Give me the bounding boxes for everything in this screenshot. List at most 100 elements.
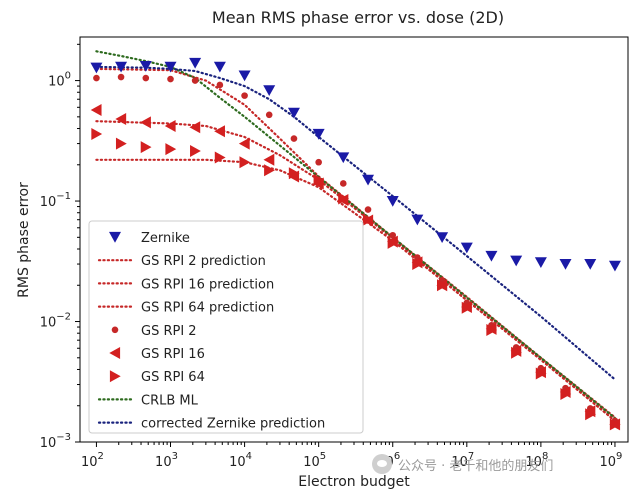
x-tick-label: 109 — [599, 451, 622, 470]
legend-label-gs-rpi-2-prediction: GS RPI 2 prediction — [141, 254, 266, 269]
point-zernike — [534, 257, 547, 269]
point-zernike — [559, 258, 572, 270]
point-gs-rpi-64 — [560, 388, 572, 401]
point-gs-rpi-16 — [164, 119, 176, 132]
point-gs-rpi-64 — [115, 137, 127, 150]
point-gs-rpi-64 — [91, 128, 103, 141]
series-line-gs-rpi-64-prediction — [95, 158, 617, 422]
axis-ticks — [75, 43, 616, 447]
point-zernike — [287, 107, 300, 119]
point-zernike — [164, 61, 177, 73]
point-zernike — [238, 70, 251, 82]
legend-label-zernike: Zernike — [141, 231, 190, 246]
point-gs-rpi-64 — [239, 156, 251, 169]
point-zernike — [584, 258, 597, 270]
point-gs-rpi-16 — [140, 116, 151, 129]
legend-label-gs-rpi-64: GS RPI 64 — [141, 370, 205, 385]
legend-box — [88, 220, 364, 434]
point-gs-rpi-64 — [412, 258, 424, 271]
point-gs-rpi-16 — [263, 153, 275, 166]
x-tick-label: 108 — [525, 451, 548, 470]
legend-swatch-gs-rpi-64 — [109, 370, 121, 383]
y-tick-label: 10−1 — [40, 191, 71, 210]
point-gs-rpi-2 — [117, 73, 125, 81]
legend-label-gs-rpi-64-prediction: GS RPI 64 prediction — [141, 301, 274, 316]
legend-swatch-gs-rpi-16 — [109, 347, 121, 359]
point-zernike — [90, 62, 103, 74]
point-zernike — [411, 214, 424, 226]
point-zernike — [460, 242, 473, 254]
point-gs-rpi-64 — [486, 324, 498, 337]
point-gs-rpi-2 — [389, 231, 397, 239]
point-zernike — [362, 174, 375, 186]
legend-label-gs-rpi-16: GS RPI 16 — [141, 347, 205, 362]
point-gs-rpi-16 — [90, 103, 102, 116]
point-zernike — [386, 195, 399, 207]
point-zernike — [436, 232, 449, 244]
y-axis-label: RMS phase error — [16, 182, 32, 298]
point-gs-rpi-2 — [142, 74, 150, 82]
point-zernike — [608, 260, 621, 272]
point-zernike — [189, 57, 202, 69]
x-axis-label: Electron budget — [298, 474, 410, 490]
point-gs-rpi-64 — [437, 279, 448, 292]
point-gs-rpi-64 — [387, 236, 399, 249]
point-gs-rpi-2 — [167, 75, 174, 83]
point-gs-rpi-64 — [362, 213, 374, 226]
point-zernike — [337, 152, 350, 164]
chart-title: Mean RMS phase error vs. dose (2D) — [212, 8, 504, 27]
wechat-icon — [372, 454, 392, 474]
y-tick-label: 10−2 — [40, 312, 71, 331]
point-zernike — [139, 60, 152, 72]
legend-label-gs-rpi-2: GS RPI 2 — [141, 324, 197, 339]
point-gs-rpi-16 — [189, 121, 201, 134]
point-gs-rpi-16 — [115, 112, 127, 125]
series-line-gs-rpi-16-prediction — [95, 120, 617, 422]
point-gs-rpi-64 — [140, 141, 152, 154]
x-tick-label: 107 — [451, 451, 474, 470]
legend-label-corrected-zernike-prediction: corrected Zernike prediction — [141, 417, 325, 432]
point-zernike — [263, 85, 276, 97]
point-gs-rpi-2 — [265, 111, 273, 119]
series-line-gs-rpi-2-prediction — [95, 67, 617, 419]
point-zernike — [213, 61, 226, 73]
point-gs-rpi-64 — [609, 418, 621, 431]
point-gs-rpi-64 — [165, 143, 177, 156]
point-gs-rpi-64 — [214, 151, 226, 164]
point-gs-rpi-64 — [511, 346, 522, 359]
x-tick-label: 103 — [155, 451, 178, 470]
y-tick-label: 100 — [48, 71, 71, 90]
point-gs-rpi-64 — [461, 301, 473, 314]
watermark-text: 公众号 · 老千和他的朋友们 — [398, 458, 554, 474]
legend-swatch-zernike — [109, 231, 121, 243]
point-gs-rpi-2 — [191, 77, 199, 84]
point-gs-rpi-16 — [238, 137, 250, 150]
legend-swatch-gs-rpi-2 — [111, 326, 119, 334]
point-zernike — [115, 61, 128, 73]
watermark: 公众号 · 老千和他的朋友们 — [372, 452, 553, 476]
point-zernike — [510, 255, 523, 267]
point-gs-rpi-2 — [241, 92, 248, 99]
point-gs-rpi-64 — [585, 408, 596, 421]
point-gs-rpi-2 — [93, 74, 100, 82]
x-tick-label: 104 — [229, 451, 252, 470]
y-tick-labels: 10−3 10−2 10−1 100 — [40, 71, 71, 451]
point-zernike — [312, 128, 325, 140]
x-tick-label: 105 — [303, 451, 326, 470]
point-gs-rpi-64 — [338, 192, 349, 205]
series-line-crlb-ml — [95, 50, 617, 420]
point-gs-rpi-64 — [313, 173, 325, 186]
legend-label-gs-rpi-16-prediction: GS RPI 16 prediction — [141, 277, 274, 292]
point-gs-rpi-16 — [214, 125, 225, 138]
y-tick-label: 10−3 — [40, 432, 71, 451]
measured-markers — [90, 57, 621, 431]
legend: Zernike GS RPI 2 prediction GS RPI 16 pred… — [88, 220, 364, 434]
point-gs-rpi-64 — [288, 167, 300, 180]
x-tick-label: 102 — [81, 451, 104, 470]
point-gs-rpi-2 — [290, 135, 298, 142]
point-gs-rpi-2 — [364, 206, 372, 213]
legend-items: Zernike GS RPI 2 prediction GS RPI 16 pred… — [97, 231, 325, 432]
point-gs-rpi-64 — [190, 145, 201, 158]
point-gs-rpi-64 — [264, 164, 275, 177]
